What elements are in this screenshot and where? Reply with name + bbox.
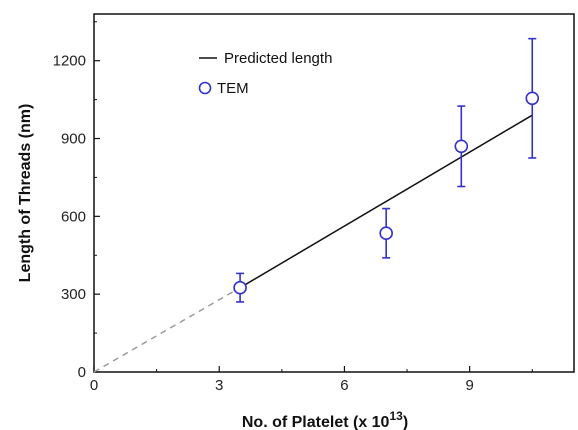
tem-point-2 bbox=[454, 139, 469, 154]
tem-point-0 bbox=[233, 280, 247, 295]
x-axis-title-main: No. of Platelet (x 10 bbox=[242, 414, 390, 430]
x-tick-label-3: 9 bbox=[465, 377, 473, 394]
tem-point-3 bbox=[525, 91, 540, 106]
y-tick-label-0: 0 bbox=[78, 364, 86, 381]
legend: Predicted length TEM bbox=[198, 50, 332, 97]
x-tick-label-1: 3 bbox=[215, 377, 223, 394]
x-axis-title: No. of Platelet (x 1013) bbox=[242, 409, 408, 430]
y-tick-label-3: 900 bbox=[61, 131, 86, 148]
axis-ticks: 0 3 6 9 0 300 600 900 1200 bbox=[53, 21, 533, 394]
y-tick-label-1: 300 bbox=[61, 286, 86, 303]
x-axis-title-exponent: 13 bbox=[389, 409, 403, 423]
x-axis-title-close: ) bbox=[403, 414, 408, 430]
x-tick-label-2: 6 bbox=[340, 377, 348, 394]
extrapolation-dashed-line bbox=[93, 287, 241, 373]
legend-marker-tem bbox=[198, 81, 212, 95]
legend-label-predicted: Predicted length bbox=[224, 50, 332, 67]
chart-marks bbox=[93, 37, 540, 373]
y-tick-label-4: 1200 bbox=[53, 53, 86, 70]
x-tick-label-0: 0 bbox=[90, 377, 98, 394]
plot-frame bbox=[93, 13, 575, 373]
tem-point-1 bbox=[379, 226, 393, 241]
predicted-length-line bbox=[239, 114, 533, 289]
y-axis-title: Length of Threads (nm) bbox=[17, 104, 34, 283]
y-tick-label-2: 600 bbox=[61, 208, 86, 225]
legend-label-tem: TEM bbox=[217, 80, 249, 97]
